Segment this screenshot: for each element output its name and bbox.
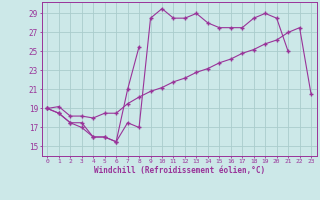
X-axis label: Windchill (Refroidissement éolien,°C): Windchill (Refroidissement éolien,°C) xyxy=(94,166,265,175)
